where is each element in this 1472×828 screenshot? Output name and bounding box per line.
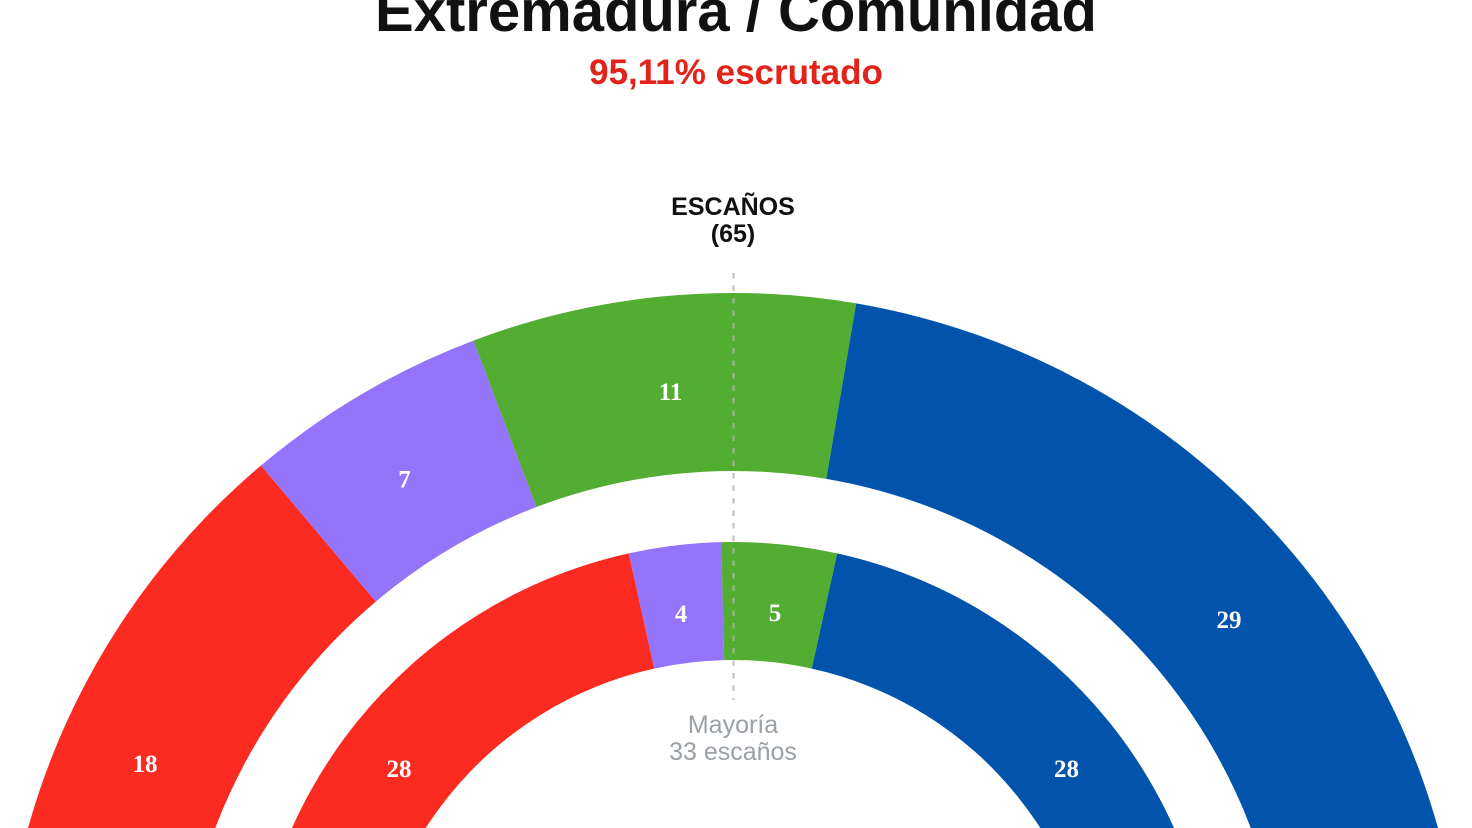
svg-text:28: 28 (387, 756, 412, 783)
svg-text:28: 28 (1054, 756, 1079, 783)
svg-text:18: 18 (133, 751, 158, 778)
svg-text:29: 29 (1217, 607, 1242, 634)
svg-text:7: 7 (398, 467, 411, 494)
svg-text:11: 11 (659, 379, 683, 406)
svg-text:4: 4 (675, 601, 688, 628)
svg-text:5: 5 (769, 600, 782, 627)
